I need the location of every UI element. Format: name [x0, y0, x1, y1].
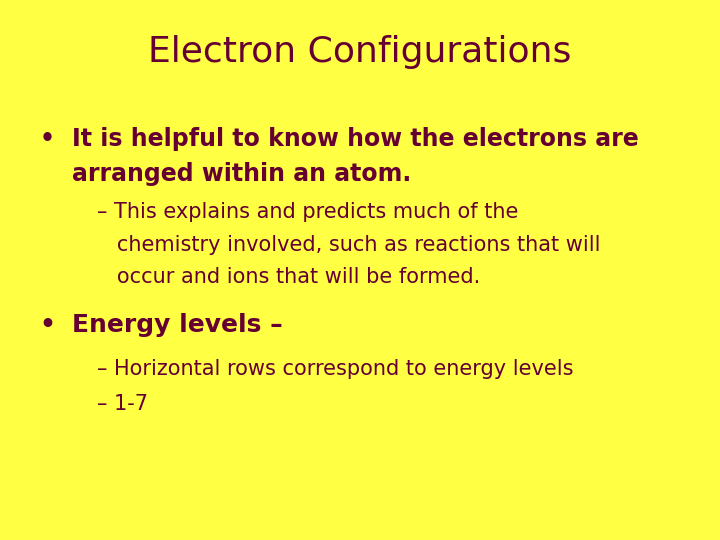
Text: •: •	[40, 313, 55, 337]
Text: – This explains and predicts much of the: – This explains and predicts much of the	[97, 202, 518, 222]
Text: – Horizontal rows correspond to energy levels: – Horizontal rows correspond to energy l…	[97, 359, 574, 379]
Text: Energy levels –: Energy levels –	[72, 313, 283, 337]
Text: •: •	[40, 127, 55, 151]
Text: arranged within an atom.: arranged within an atom.	[72, 162, 411, 186]
Text: occur and ions that will be formed.: occur and ions that will be formed.	[97, 267, 480, 287]
Text: It is helpful to know how the electrons are: It is helpful to know how the electrons …	[72, 127, 639, 151]
Text: Electron Configurations: Electron Configurations	[148, 35, 572, 69]
Text: – 1-7: – 1-7	[97, 394, 148, 414]
Text: chemistry involved, such as reactions that will: chemistry involved, such as reactions th…	[97, 235, 600, 255]
